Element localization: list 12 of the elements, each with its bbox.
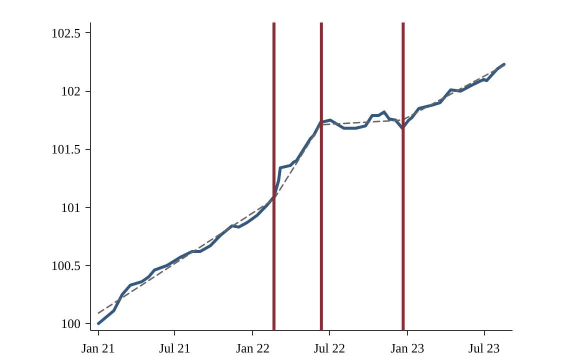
x-tick-label: Jan 21 (81, 340, 115, 356)
y-tick-label: 100 (61, 316, 80, 332)
y-tick-label: 102 (61, 84, 80, 99)
x-tick-label: Jul 23 (468, 340, 500, 356)
y-tick-label: 102.5 (51, 25, 80, 40)
y-tick-label: 100.5 (51, 258, 80, 273)
x-tick-label: Jul 22 (314, 340, 346, 356)
x-tick-label: Jul 21 (159, 340, 191, 356)
y-tick-label: 101.5 (51, 142, 80, 157)
x-tick-label: Jan 23 (390, 340, 424, 356)
y-tick-label: 101 (61, 200, 80, 215)
x-tick-label: Jan 22 (236, 340, 270, 356)
